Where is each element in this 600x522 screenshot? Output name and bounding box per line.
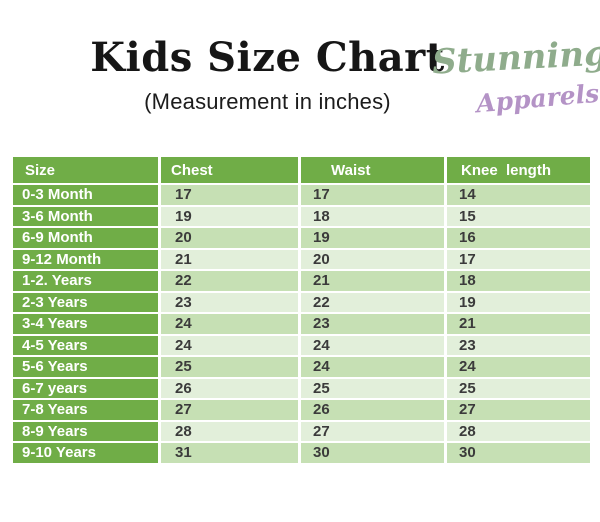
size-label-cell: 6-7 years: [13, 378, 158, 398]
column-header-chest: Chest: [161, 157, 298, 183]
brand-name-apparels: Apparels: [474, 78, 600, 119]
size-label-cell: 3-4 Years: [13, 314, 158, 334]
page-subtitle: (Measurement in inches): [144, 89, 391, 114]
size-label-cell: 7-8 Years: [13, 400, 158, 420]
column-header-size: Size: [13, 157, 158, 183]
measurement-value-cell: 23: [161, 292, 298, 312]
table-row: 6-7 years 26 25 25: [13, 378, 590, 398]
brand-logo: Stunning Apparels: [428, 30, 600, 135]
table-row: 7-8 Years 27 26 27: [13, 400, 590, 420]
measurement-value-cell: 30: [301, 443, 444, 463]
measurement-value-cell: 27: [301, 421, 444, 441]
measurement-value-cell: 14: [447, 185, 590, 205]
measurement-value-cell: 26: [161, 378, 298, 398]
measurement-value-cell: 24: [161, 314, 298, 334]
measurement-value-cell: 21: [447, 314, 590, 334]
measurement-value-cell: 19: [447, 292, 590, 312]
measurement-value-cell: 20: [161, 228, 298, 248]
size-label-cell: 3-6 Month: [13, 206, 158, 226]
table-row: 9-10 Years 31 30 30: [13, 443, 590, 463]
table-row: 3-6 Month 19 18 15: [13, 206, 590, 226]
measurement-value-cell: 24: [301, 335, 444, 355]
table-row: 5-6 Years 25 24 24: [13, 357, 590, 377]
size-label-cell: 0-3 Month: [13, 185, 158, 205]
measurement-value-cell: 26: [301, 400, 444, 420]
measurement-value-cell: 23: [447, 335, 590, 355]
size-label-cell: 6-9 Month: [13, 228, 158, 248]
measurement-value-cell: 31: [161, 443, 298, 463]
table-row: 3-4 Years 24 23 21: [13, 314, 590, 334]
measurement-value-cell: 21: [161, 249, 298, 269]
measurement-value-cell: 30: [447, 443, 590, 463]
measurement-value-cell: 25: [447, 378, 590, 398]
table-row: 4-5 Years 24 24 23: [13, 335, 590, 355]
size-label-cell: 2-3 Years: [13, 292, 158, 312]
table-header-row: Size Chest Waist Knee length: [13, 157, 590, 183]
measurement-value-cell: 17: [301, 185, 444, 205]
column-header-waist: Waist: [301, 157, 444, 183]
size-chart-table: Size Chest Waist Knee length 0-3 Month 17…: [13, 157, 590, 463]
size-label-cell: 5-6 Years: [13, 357, 158, 377]
measurement-value-cell: 24: [301, 357, 444, 377]
measurement-value-cell: 28: [447, 421, 590, 441]
measurement-value-cell: 28: [161, 421, 298, 441]
table-row: 6-9 Month 20 19 16: [13, 228, 590, 248]
size-label-cell: 1-2. Years: [13, 271, 158, 291]
measurement-value-cell: 22: [161, 271, 298, 291]
table-body: 0-3 Month 17 17 14 3-6 Month 19 18 15 6-9 Month 2…: [13, 185, 590, 463]
table-row: 9-12 Month 21 20 17: [13, 249, 590, 269]
measurement-value-cell: 20: [301, 249, 444, 269]
measurement-value-cell: 16: [447, 228, 590, 248]
brand-name-stunning: Stunning: [431, 33, 600, 83]
measurement-value-cell: 23: [301, 314, 444, 334]
measurement-value-cell: 27: [161, 400, 298, 420]
measurement-value-cell: 19: [301, 228, 444, 248]
table-row: 8-9 Years 28 27 28: [13, 421, 590, 441]
measurement-value-cell: 18: [447, 271, 590, 291]
table-row: 0-3 Month 17 17 14: [13, 185, 590, 205]
measurement-value-cell: 18: [301, 206, 444, 226]
size-label-cell: 4-5 Years: [13, 335, 158, 355]
measurement-value-cell: 15: [447, 206, 590, 226]
measurement-value-cell: 17: [161, 185, 298, 205]
table-row: 2-3 Years 23 22 19: [13, 292, 590, 312]
size-label-cell: 9-10 Years: [13, 443, 158, 463]
title-block: Kids Size Chart (Measurement in inches): [0, 34, 535, 115]
table-row: 1-2. Years 22 21 18: [13, 271, 590, 291]
measurement-value-cell: 24: [447, 357, 590, 377]
page-title: Kids Size Chart: [90, 34, 445, 81]
measurement-value-cell: 25: [161, 357, 298, 377]
measurement-value-cell: 24: [161, 335, 298, 355]
column-header-knee-length: Knee length: [447, 157, 590, 183]
measurement-value-cell: 25: [301, 378, 444, 398]
size-label-cell: 9-12 Month: [13, 249, 158, 269]
measurement-value-cell: 21: [301, 271, 444, 291]
measurement-value-cell: 27: [447, 400, 590, 420]
measurement-value-cell: 19: [161, 206, 298, 226]
measurement-value-cell: 22: [301, 292, 444, 312]
size-label-cell: 8-9 Years: [13, 421, 158, 441]
measurement-value-cell: 17: [447, 249, 590, 269]
